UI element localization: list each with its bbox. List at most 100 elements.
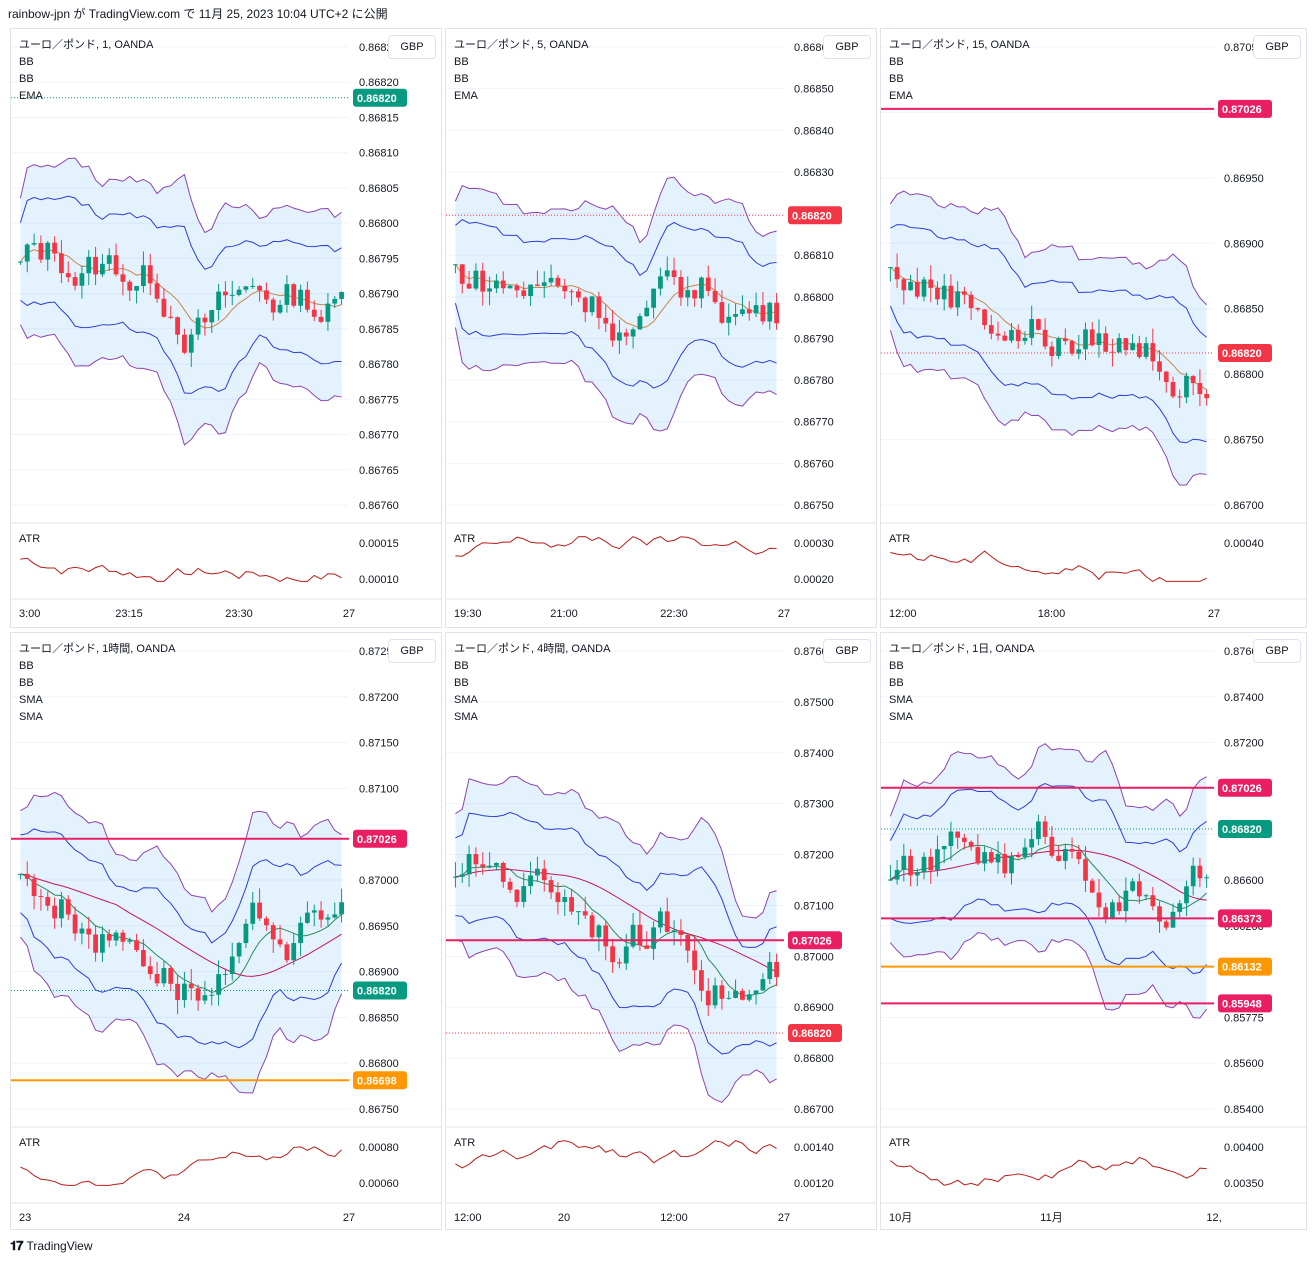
indicator-label[interactable]: SMA: [889, 711, 913, 723]
candle-body: [888, 879, 893, 881]
chart-panel-6[interactable]: 0.876000.874000.872000.870000.868000.866…: [880, 632, 1307, 1230]
candle-body: [955, 831, 961, 838]
indicator-label[interactable]: BB: [454, 660, 469, 672]
x-tick-label: 12:00: [454, 1212, 482, 1224]
candle-body: [284, 944, 290, 961]
indicator-label[interactable]: BB: [454, 56, 469, 68]
candle-body: [1150, 343, 1156, 362]
candle-body: [127, 281, 133, 291]
chart-panel-3[interactable]: 0.870500.870000.869500.869000.868500.868…: [880, 28, 1307, 628]
candle-body: [774, 961, 779, 978]
chart-panel-4[interactable]: 0.872500.872000.871500.871000.870500.870…: [10, 632, 442, 1230]
bb-outer-lower: [454, 327, 777, 432]
candle-body: [45, 896, 51, 906]
indicator-label[interactable]: SMA: [19, 694, 43, 706]
indicator-label[interactable]: BB: [19, 677, 34, 689]
indicator-label[interactable]: SMA: [19, 711, 43, 723]
x-tick-label: 27: [778, 608, 790, 620]
candle-body: [968, 294, 974, 309]
candle-body: [257, 902, 262, 919]
chart-panel-1[interactable]: 0.86825 0.86820 0.86815 0.86810 0.86805 0.868…: [10, 28, 442, 628]
indicator-label[interactable]: BB: [889, 660, 904, 672]
candle-body: [1190, 865, 1196, 887]
atr-tick-label: 0.00020: [794, 574, 834, 586]
currency-button[interactable]: GBP: [1253, 35, 1301, 59]
candle-body: [651, 927, 656, 949]
bb-outer-lower: [19, 324, 342, 446]
candle-body: [318, 910, 324, 920]
candle-body: [894, 869, 900, 880]
candle-body: [1042, 821, 1048, 837]
last-price-label: 0.86820: [1222, 824, 1262, 836]
candle-body: [1184, 375, 1189, 398]
candle-body: [459, 874, 465, 877]
candle-body: [277, 939, 283, 945]
currency-button[interactable]: GBP: [823, 639, 871, 663]
indicator-label[interactable]: EMA: [889, 90, 913, 102]
indicator-label[interactable]: BB: [19, 56, 34, 68]
candle-body: [31, 878, 37, 897]
bb-outer-upper: [19, 157, 342, 234]
currency-button[interactable]: GBP: [388, 35, 436, 59]
indicator-label[interactable]: SMA: [454, 694, 478, 706]
y-tick-label: 0.86850: [794, 84, 834, 96]
atr-tick-label: 0.00015: [359, 538, 399, 550]
candle-body: [1096, 892, 1102, 908]
price-line-label: 0.86132: [1222, 962, 1262, 974]
tradingview-footer[interactable]: 𝟏𝟕 TradingView: [10, 1238, 93, 1254]
candle-body: [774, 302, 779, 324]
candle-body: [671, 270, 677, 277]
indicator-label[interactable]: EMA: [454, 90, 478, 102]
candle-body: [72, 914, 78, 934]
y-tick-label: 0.86805: [359, 183, 399, 195]
candle-body: [106, 255, 112, 264]
candle-body: [209, 310, 215, 323]
indicator-label[interactable]: SMA: [889, 694, 913, 706]
y-tick-label: 0.87200: [1224, 738, 1264, 750]
y-tick-label: 0.86950: [1224, 173, 1264, 185]
currency-button[interactable]: GBP: [388, 639, 436, 663]
y-tick-label: 0.87000: [794, 951, 834, 963]
candle-body: [1143, 343, 1149, 357]
chart-panel-5[interactable]: 0.87600 0.87500 0.87400 0.87300 0.87200 0.871…: [445, 632, 877, 1230]
bb-inner-lower: [454, 303, 777, 389]
candle-body: [935, 287, 940, 300]
indicator-label[interactable]: BB: [19, 73, 34, 85]
indicator-label[interactable]: BB: [454, 677, 469, 689]
indicator-label[interactable]: BB: [889, 677, 904, 689]
price-line-label: 0.87026: [1222, 783, 1262, 795]
last-price-label-bg: [788, 1024, 842, 1042]
candle-body: [914, 872, 920, 876]
y-tick-label: 0.87100: [359, 783, 399, 795]
candle-body: [1157, 361, 1162, 372]
currency-button[interactable]: GBP: [823, 35, 871, 59]
candle-body: [161, 298, 167, 317]
candle-body: [1103, 907, 1109, 918]
x-tick-label: 18:00: [1038, 608, 1066, 620]
candle-body: [284, 284, 290, 305]
bollinger-band-fill: [20, 158, 342, 446]
indicator-label[interactable]: SMA: [454, 711, 478, 723]
atr-line: [455, 536, 777, 557]
currency-button[interactable]: GBP: [1253, 639, 1301, 663]
candle-body: [1123, 338, 1129, 351]
last-price-label-bg: [1218, 820, 1272, 838]
candle-body: [617, 332, 622, 341]
candle-body: [955, 291, 961, 308]
chart-panel-2[interactable]: 0.868600.868500.868400.868300.868200.868…: [445, 28, 877, 628]
candle-body: [589, 296, 595, 313]
indicator-label[interactable]: BB: [454, 73, 469, 85]
indicator-label[interactable]: BB: [889, 73, 904, 85]
atr-line: [890, 550, 1207, 582]
candle-body: [1103, 333, 1109, 352]
chart-title: ユーロ／ポンド, 4時間, OANDA: [454, 643, 611, 655]
candle-body: [610, 946, 615, 963]
indicator-label[interactable]: BB: [19, 660, 34, 672]
candle-body: [995, 853, 1001, 863]
candle-body: [264, 918, 269, 926]
indicator-label[interactable]: EMA: [19, 90, 43, 102]
indicator-label[interactable]: BB: [889, 56, 904, 68]
candle-body: [733, 314, 738, 317]
candle-body: [712, 985, 718, 1006]
candle-body: [740, 309, 745, 315]
